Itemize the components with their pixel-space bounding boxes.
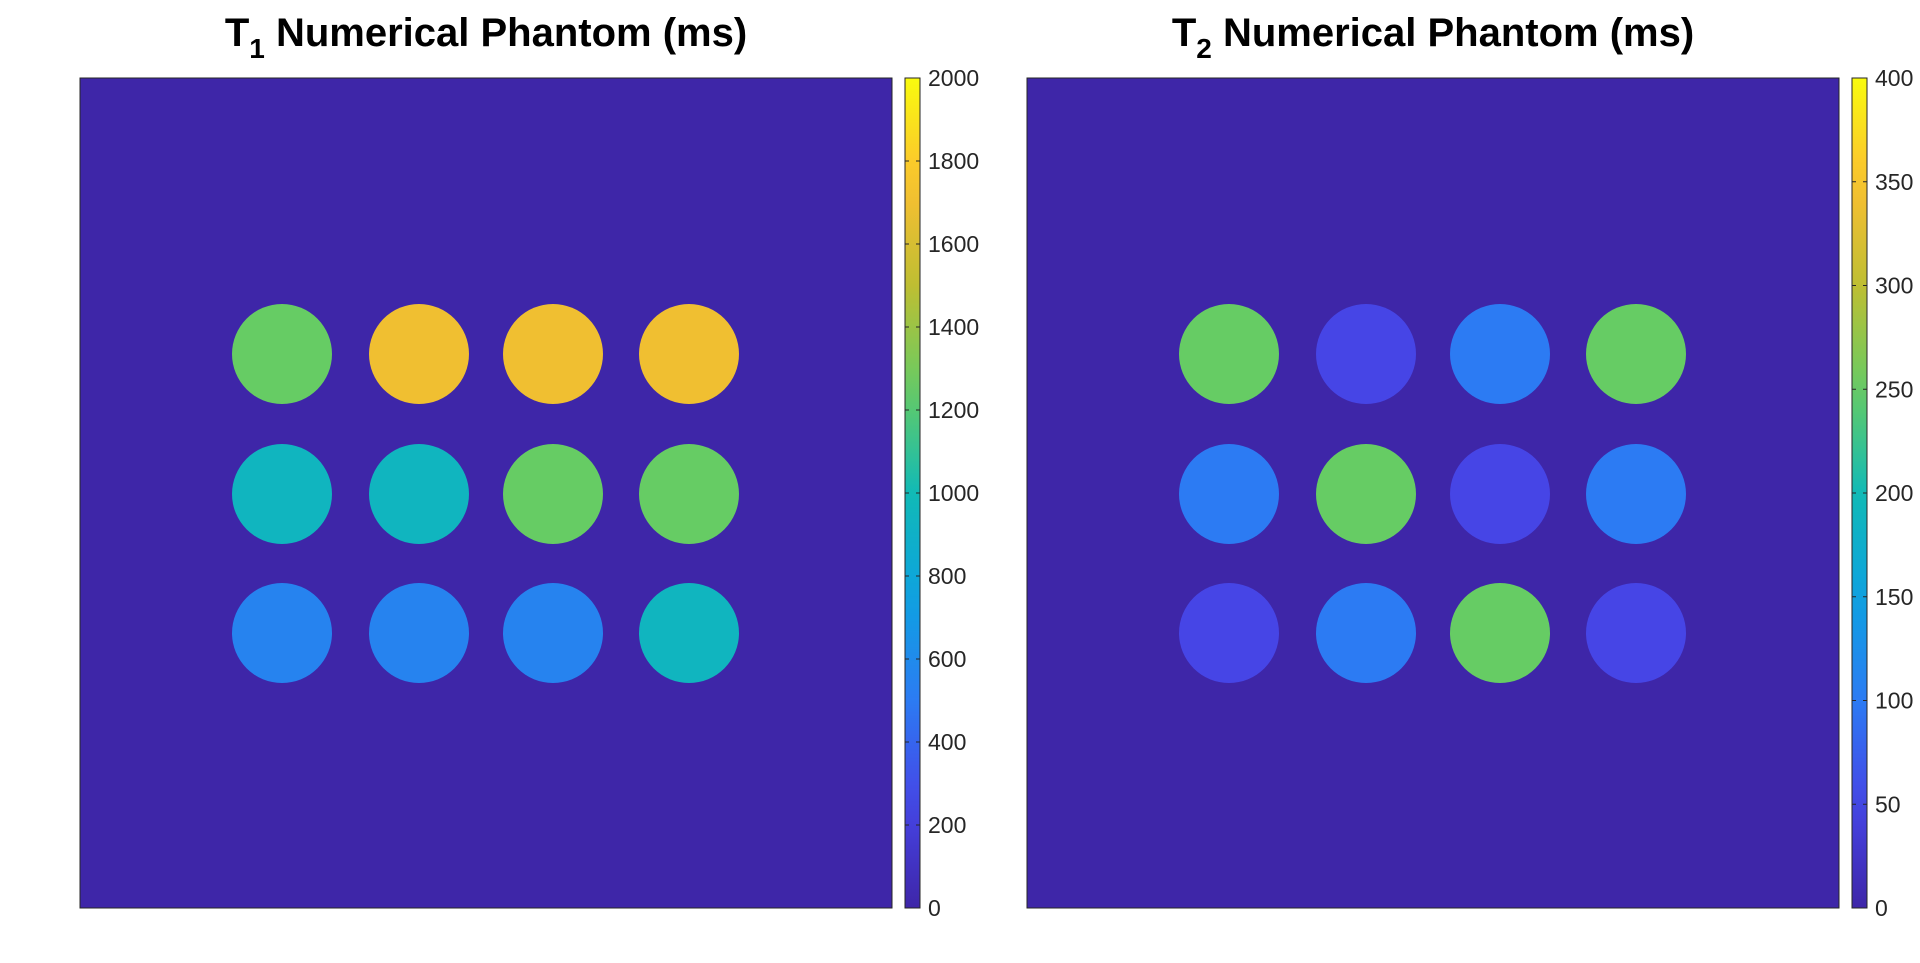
colorbar-tick-label: 600 bbox=[928, 646, 966, 672]
phantom-vial bbox=[1316, 304, 1416, 404]
phantom-vial bbox=[1179, 304, 1279, 404]
colorbar-tick-label: 100 bbox=[1875, 688, 1913, 714]
colorbar-tick-label: 2000 bbox=[928, 65, 979, 91]
phantom-vial bbox=[369, 583, 469, 683]
phantom-vial bbox=[503, 304, 603, 404]
phantom-vial bbox=[369, 304, 469, 404]
colorbar-tick-label: 350 bbox=[1875, 169, 1913, 195]
phantom-vial bbox=[369, 444, 469, 544]
colorbar-tick-label: 0 bbox=[928, 895, 941, 921]
phantom-vial bbox=[1316, 583, 1416, 683]
colorbar-tick-label: 800 bbox=[928, 563, 966, 589]
phantom-vial bbox=[639, 304, 739, 404]
colorbar-tick-label: 1000 bbox=[928, 480, 979, 506]
colorbar-tick-label: 200 bbox=[928, 812, 966, 838]
phantom-vial bbox=[1586, 304, 1686, 404]
colorbar-tick-label: 150 bbox=[1875, 584, 1913, 610]
axes-frame bbox=[1026, 77, 1840, 909]
colorbar-tick-label: 300 bbox=[1875, 273, 1913, 299]
image-background bbox=[80, 78, 892, 908]
chart-title: T1 Numerical Phantom (ms) bbox=[225, 11, 747, 64]
phantom-vial bbox=[1179, 583, 1279, 683]
phantom-vial bbox=[232, 583, 332, 683]
colorbar-tick-label: 1600 bbox=[928, 231, 979, 257]
phantom-vial bbox=[639, 444, 739, 544]
phantom-vial bbox=[1450, 304, 1550, 404]
phantom-vial bbox=[503, 583, 603, 683]
phantom-vial bbox=[1179, 444, 1279, 544]
phantom-vial bbox=[1450, 444, 1550, 544]
phantom-vial bbox=[503, 444, 603, 544]
image-background bbox=[1027, 78, 1839, 908]
phantom-vial bbox=[232, 444, 332, 544]
phantom-vial bbox=[1586, 444, 1686, 544]
colorbar-tick-label: 200 bbox=[1875, 480, 1913, 506]
colorbar-tick-label: 50 bbox=[1875, 791, 1901, 817]
colorbar-tick-label: 400 bbox=[928, 729, 966, 755]
phantom-vial bbox=[232, 304, 332, 404]
colorbar-tick-label: 400 bbox=[1875, 65, 1913, 91]
colorbar-tick-label: 0 bbox=[1875, 895, 1888, 921]
panel-2: T2 Numerical Phantom (ms) 0 50 100 150 200 250… bbox=[1026, 11, 1913, 921]
axes-frame bbox=[79, 77, 893, 909]
phantom-vial bbox=[1316, 444, 1416, 544]
colorbar-tick-label: 1400 bbox=[928, 314, 979, 340]
colorbar-tick-label: 1200 bbox=[928, 397, 979, 423]
colorbar-tick-label: 1800 bbox=[928, 148, 979, 174]
colorbar-tick-label: 250 bbox=[1875, 376, 1913, 402]
phantom-vial bbox=[1450, 583, 1550, 683]
phantom-vial bbox=[1586, 583, 1686, 683]
phantom-vial bbox=[639, 583, 739, 683]
panel-1: T1 Numerical Phantom (ms) 0 200 400 600 800 10… bbox=[79, 11, 979, 921]
chart-title: T2 Numerical Phantom (ms) bbox=[1172, 11, 1694, 64]
